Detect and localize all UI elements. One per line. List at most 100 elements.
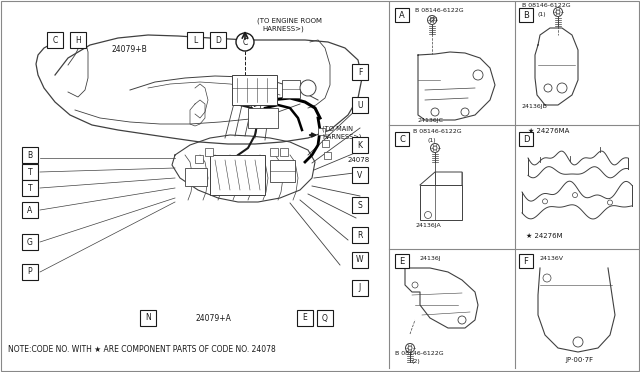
Bar [47, 32, 63, 48]
Text: A: A [399, 10, 405, 19]
Circle shape [428, 16, 436, 25]
Bar [22, 147, 38, 163]
Bar [282, 80, 300, 98]
Circle shape [473, 70, 483, 80]
Bar [297, 310, 313, 326]
Bar [205, 148, 213, 156]
Circle shape [543, 274, 551, 282]
Text: A: A [28, 205, 33, 215]
Text: ★ 24276M: ★ 24276M [526, 233, 563, 239]
Circle shape [557, 83, 567, 93]
Text: B 08146-6122G: B 08146-6122G [413, 129, 461, 134]
Bar [519, 8, 533, 22]
Bar [22, 234, 38, 250]
Text: (1): (1) [428, 138, 436, 143]
Bar [352, 252, 368, 268]
Bar [185, 168, 207, 186]
Text: D: D [523, 135, 529, 144]
Text: HARNESS>): HARNESS>) [262, 25, 304, 32]
Bar [352, 167, 368, 183]
Text: B: B [523, 10, 529, 19]
Text: T: T [28, 183, 32, 192]
Bar [322, 140, 329, 147]
Bar [210, 155, 265, 195]
Bar [352, 227, 368, 243]
Bar [270, 160, 295, 182]
Text: F: F [358, 67, 362, 77]
Bar [352, 197, 368, 213]
Bar [352, 64, 368, 80]
Bar [270, 148, 278, 156]
Circle shape [556, 10, 560, 14]
Circle shape [412, 282, 418, 288]
Bar [195, 155, 203, 163]
Text: V: V [357, 170, 363, 180]
Text: B: B [28, 151, 33, 160]
Text: HARNESS>): HARNESS>) [322, 133, 362, 140]
Circle shape [554, 7, 563, 16]
Bar [395, 132, 409, 146]
Bar [210, 32, 226, 48]
Text: E: E [399, 257, 404, 266]
Text: (TO ENGINE ROOM: (TO ENGINE ROOM [257, 17, 322, 23]
Text: D: D [215, 35, 221, 45]
Text: (2): (2) [430, 17, 439, 22]
Text: JP·00·7F: JP·00·7F [565, 357, 593, 363]
Text: C: C [52, 35, 58, 45]
Text: W: W [356, 256, 364, 264]
Text: (TO MAIN: (TO MAIN [322, 125, 353, 131]
Text: E: E [303, 314, 307, 323]
Bar [318, 128, 325, 135]
Text: (2): (2) [412, 359, 420, 364]
Text: B 08146-6122G: B 08146-6122G [522, 3, 571, 8]
Text: B 08146-6122G: B 08146-6122G [415, 8, 463, 13]
Bar [280, 148, 288, 156]
Text: Q: Q [322, 314, 328, 323]
Text: 24136J: 24136J [420, 256, 442, 261]
Circle shape [607, 200, 612, 205]
Text: 24136JB: 24136JB [522, 104, 548, 109]
Circle shape [408, 346, 412, 350]
Bar [70, 32, 86, 48]
Bar [232, 75, 277, 105]
Text: H: H [75, 35, 81, 45]
Circle shape [431, 108, 439, 116]
Bar [22, 180, 38, 196]
Text: F: F [524, 257, 529, 266]
Bar [395, 254, 409, 268]
Text: P: P [28, 267, 32, 276]
Bar [22, 164, 38, 180]
Bar [395, 8, 409, 22]
Circle shape [573, 193, 577, 198]
Circle shape [424, 212, 431, 218]
Text: K: K [358, 141, 362, 150]
Bar [22, 202, 38, 218]
Text: 24136JA: 24136JA [415, 223, 441, 228]
Circle shape [236, 33, 254, 51]
Bar [352, 97, 368, 113]
Circle shape [573, 337, 583, 347]
Text: 24079+A: 24079+A [195, 314, 231, 323]
Bar [420, 185, 462, 220]
Circle shape [543, 199, 547, 204]
Text: 24136JC: 24136JC [418, 118, 444, 123]
Circle shape [431, 144, 440, 153]
Text: T: T [28, 167, 32, 176]
Text: NOTE:CODE NO. WITH ★ ARE COMPONENT PARTS OF CODE NO. 24078: NOTE:CODE NO. WITH ★ ARE COMPONENT PARTS… [8, 345, 276, 354]
Circle shape [300, 80, 316, 96]
Circle shape [544, 84, 552, 92]
Bar [248, 108, 278, 128]
Text: N: N [145, 314, 151, 323]
Text: ★ 24276MA: ★ 24276MA [528, 128, 570, 134]
Bar [187, 32, 203, 48]
Bar [352, 137, 368, 153]
Text: G: G [27, 237, 33, 247]
Bar [352, 280, 368, 296]
Bar [324, 152, 331, 159]
Text: R: R [357, 231, 363, 240]
Text: 24079+B: 24079+B [112, 45, 148, 54]
Bar [519, 254, 533, 268]
Text: L: L [193, 35, 197, 45]
Circle shape [433, 146, 437, 150]
Bar [22, 264, 38, 280]
